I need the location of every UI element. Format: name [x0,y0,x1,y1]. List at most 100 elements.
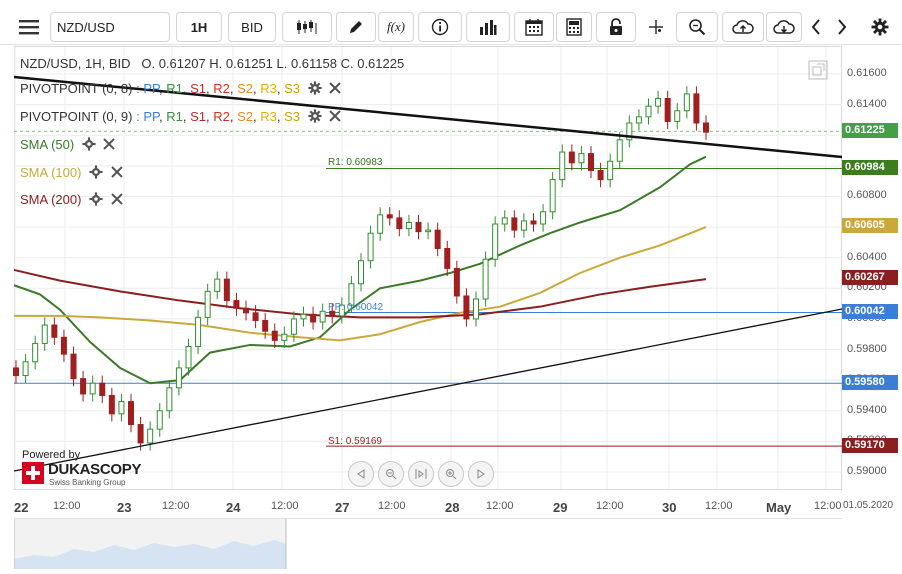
pivot-s3-label: S3 [284,81,300,96]
scroll-right-button[interactable] [830,12,854,42]
close-icon [103,138,116,150]
indicators-button[interactable]: f(x) [378,12,414,42]
dukascopy-logo [22,462,44,484]
scroll-left-button[interactable] [804,12,828,42]
pivot-r3-label: R3 [260,109,277,124]
zoom-in-button[interactable] [438,461,464,487]
calendar-icon [525,19,543,36]
time-day-label: 28 [445,500,460,515]
timeframe-select[interactable]: 1H [176,12,222,42]
pivot-sep: : [136,81,140,96]
pan-left-button[interactable] [348,461,374,487]
gear-icon [308,109,322,123]
triangle-left-icon [357,469,365,479]
brand-name: DUKASCOPY [48,461,142,478]
sma100-remove-button[interactable] [110,166,123,181]
sma50-settings-button[interactable] [82,137,96,154]
gear-icon [89,192,103,206]
pencil-icon [350,21,362,33]
pivot2-name: PIVOTPOINT (0, 9) [20,109,133,124]
time-day-label: 24 [226,500,241,515]
chevron-right-icon [838,19,847,35]
close-icon [329,82,341,94]
gear-icon [89,165,103,179]
maximize-button[interactable] [808,60,828,80]
sma200-indicator: SMA (200) [20,192,123,209]
price-tick-label: 0.61600 [847,67,887,79]
pivot1-settings-button[interactable] [308,81,322,98]
sma50-remove-button[interactable] [103,138,116,153]
price-type-value: BID [241,19,263,35]
gear-icon [308,81,322,95]
close-icon [329,110,341,122]
navigator-series [13,519,287,569]
sma100-label: SMA (100) [20,165,82,180]
gear-icon [82,137,96,151]
sma200-settings-button[interactable] [89,192,103,209]
pivot-pp-label: PP [143,81,159,96]
swiss-cross-icon [26,466,40,480]
time-day-label: 27 [335,500,350,515]
pivot-r3-label: R3 [260,81,277,96]
sma200-label: SMA (200) [20,192,82,207]
pivot-r1-label: R1 [166,109,183,124]
bar-chart-icon [480,20,497,35]
draw-tool-button[interactable] [336,12,376,42]
crosshair-icon [649,20,663,34]
calculator-icon [566,18,582,36]
pivot2-settings-button[interactable] [308,109,322,126]
sma50-label: SMA (50) [20,137,75,152]
close-icon [110,193,123,205]
chart-toolbar: NZD/USD 1H BID f(x) [0,0,902,45]
fit-button[interactable] [408,461,434,487]
zoom-button[interactable] [676,12,718,42]
price-tick-label: 0.59800 [847,342,887,355]
sma200-remove-button[interactable] [110,193,123,208]
hamburger-icon [19,20,39,35]
calendar-button[interactable] [514,12,554,42]
symbol-value: NZD/USD [57,19,115,35]
price-type-select[interactable]: BID [228,12,276,42]
menu-button[interactable] [14,12,44,42]
time-hour-label: 12:00 [53,500,81,512]
pivot-indicator-2: PIVOTPOINT (0, 9) : PP, R1, S1, R2, S2, … [20,109,341,126]
info-icon [431,18,449,36]
calculator-button[interactable] [556,12,592,42]
fx-label: f(x) [386,19,406,34]
volume-button[interactable] [466,12,510,42]
chart-navigator[interactable] [13,518,842,569]
support-price-badge: 0.59580 [842,375,898,391]
time-hour-label: 12:00 [271,500,299,512]
pivot-s3-label: S3 [284,109,300,124]
download-button[interactable] [766,12,802,42]
sma100-settings-button[interactable] [89,165,103,182]
price-tick-label: 0.59400 [847,403,887,416]
price-tick-label: 0.60400 [847,250,887,263]
time-hour-label: 12:00 [705,500,733,512]
fit-icon [415,469,427,479]
pivot2-remove-button[interactable] [329,110,341,125]
settings-button[interactable] [866,12,894,42]
pivot-s2-label: S2 [237,81,253,96]
pan-right-button[interactable] [468,461,494,487]
sma50-indicator: SMA (50) [20,137,116,154]
instrument-label: NZD/USD, 1H, BID [20,56,131,71]
time-day-label: 29 [553,500,568,515]
pivot-sep: : [136,109,140,124]
current-price-badge: 0.61225 [842,123,898,139]
sma100-indicator: SMA (100) [20,165,123,182]
crosshair-button[interactable] [640,12,672,42]
info-button[interactable] [418,12,462,42]
time-day-label: 30 [662,500,677,515]
symbol-input[interactable]: NZD/USD [50,12,170,42]
pivot1-remove-button[interactable] [329,82,341,97]
zoom-out-button[interactable] [378,461,404,487]
s1-annotation: S1: 0.59169 [328,436,382,447]
cloud-download-icon [773,20,795,34]
upload-button[interactable] [722,12,764,42]
pivot-r2-label: R2 [213,109,230,124]
lock-button[interactable] [596,12,636,42]
chevron-left-icon [811,19,820,35]
chart-type-button[interactable] [282,12,332,42]
timeframe-value: 1H [190,19,208,35]
